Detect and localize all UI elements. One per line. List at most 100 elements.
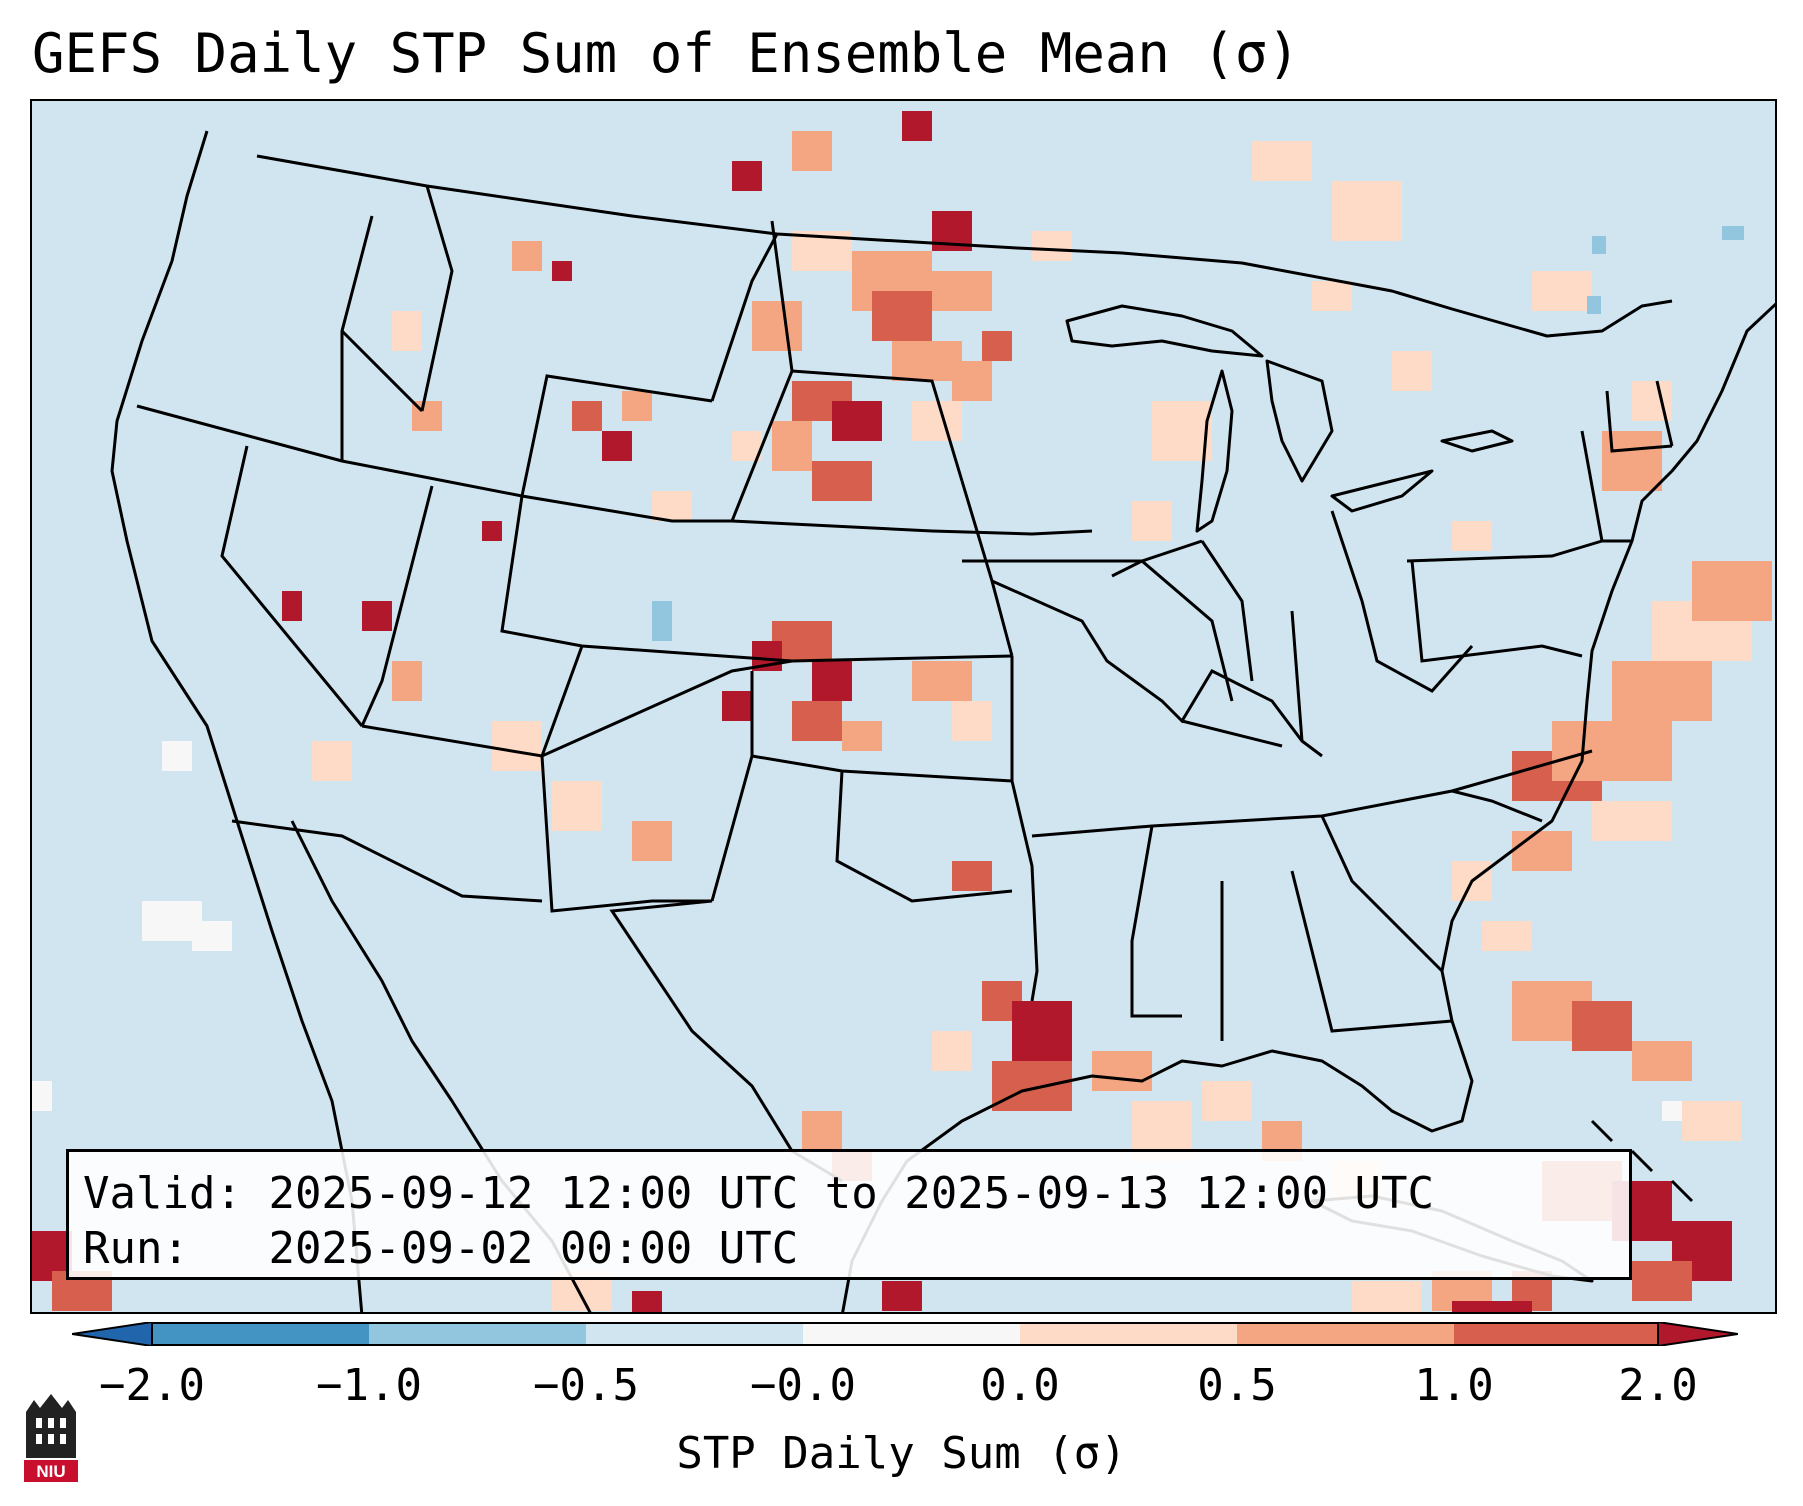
anomaly-cell bbox=[1572, 1001, 1632, 1051]
anomaly-cell bbox=[1012, 1001, 1072, 1061]
anomaly-cell bbox=[752, 301, 802, 351]
valid-value: 2025-09-12 12:00 UTC to 2025-09-13 12:00… bbox=[268, 1168, 1435, 1219]
colorbar-segment-5 bbox=[1020, 1323, 1237, 1345]
colorbar-segment-1 bbox=[152, 1323, 369, 1345]
anomaly-cell bbox=[1512, 831, 1572, 871]
anomaly-cell bbox=[892, 341, 962, 381]
anomaly-cell bbox=[912, 401, 962, 441]
anomaly-cell bbox=[282, 591, 302, 621]
anomaly-cell bbox=[832, 401, 882, 441]
canada-border bbox=[256, 154, 1673, 338]
anomaly-cell bbox=[952, 701, 992, 741]
anomaly-cell bbox=[512, 241, 542, 271]
anomaly-cell bbox=[392, 661, 422, 701]
anomaly-cell bbox=[652, 601, 672, 641]
lake-ontario bbox=[1440, 429, 1514, 453]
anomaly-cell bbox=[572, 401, 602, 431]
anomaly-cell bbox=[932, 1031, 972, 1071]
colorbar-segment-3 bbox=[586, 1323, 803, 1345]
colorbar-tick-label: −1.0 bbox=[316, 1360, 422, 1411]
anomaly-cell bbox=[872, 291, 932, 341]
anomaly-cell bbox=[1092, 1051, 1152, 1091]
anomaly-cell bbox=[1032, 231, 1072, 261]
lake-michigan bbox=[1195, 369, 1234, 533]
anomaly-cell bbox=[722, 691, 752, 721]
colorbar-segment-6 bbox=[1237, 1323, 1454, 1345]
anomaly-cell bbox=[842, 721, 882, 751]
anomaly-cell bbox=[792, 701, 842, 741]
anomaly-cell bbox=[632, 1291, 662, 1312]
logo-text: NIU bbox=[36, 1462, 65, 1481]
colorbar-tick-label: −0.5 bbox=[533, 1360, 639, 1411]
lake-superior bbox=[1065, 304, 1264, 358]
anomaly-cell bbox=[902, 111, 932, 141]
anomaly-cell bbox=[812, 661, 852, 701]
anomaly-cell bbox=[1592, 236, 1606, 254]
anomaly-cell bbox=[772, 421, 812, 471]
anomaly-cell bbox=[1452, 1301, 1532, 1312]
colorbar-segment-2 bbox=[369, 1323, 586, 1345]
anomaly-cell bbox=[882, 1281, 922, 1311]
anomaly-cell bbox=[932, 271, 992, 311]
colorbar-extend-high bbox=[1657, 1322, 1738, 1346]
colorbar bbox=[72, 1322, 1738, 1346]
anomaly-cell bbox=[1587, 296, 1601, 314]
colorbar-label: STP Daily Sum (σ) bbox=[676, 1428, 1127, 1479]
anomaly-cell bbox=[982, 331, 1012, 361]
anomaly-cell bbox=[632, 821, 672, 861]
state-borders bbox=[136, 185, 1674, 1183]
anomaly-cell bbox=[812, 461, 872, 501]
anomaly-cell bbox=[1332, 181, 1402, 241]
anomaly-cell bbox=[1252, 141, 1312, 181]
anomaly-cell bbox=[802, 1111, 842, 1151]
anomaly-cell bbox=[1152, 401, 1212, 461]
anomaly-cell bbox=[552, 781, 602, 831]
anomaly-cell bbox=[1312, 281, 1352, 311]
anomaly-cell bbox=[1632, 1261, 1692, 1301]
colorbar-tick-label: 2.0 bbox=[1618, 1360, 1698, 1411]
anomaly-cell bbox=[1202, 1081, 1252, 1121]
run-value: 2025-09-02 00:00 UTC bbox=[268, 1223, 799, 1274]
anomaly-cell bbox=[952, 861, 992, 891]
colorbar-tick-label: 0.0 bbox=[980, 1360, 1060, 1411]
anomaly-cell bbox=[602, 431, 632, 461]
colorbar-tick-label: −0.0 bbox=[750, 1360, 856, 1411]
anomaly-cell bbox=[1612, 661, 1712, 721]
stp-map bbox=[32, 111, 1775, 1312]
anomaly-cell bbox=[392, 311, 422, 351]
anomaly-cell bbox=[492, 721, 542, 771]
atlantic-coast bbox=[1440, 302, 1775, 972]
map-title: GEFS Daily STP Sum of Ensemble Mean (σ) bbox=[32, 22, 1300, 85]
anomaly-cell bbox=[1482, 921, 1532, 951]
anomaly-cell bbox=[952, 361, 992, 401]
colorbar-tick-label: −2.0 bbox=[99, 1360, 205, 1411]
anomaly-cell bbox=[652, 491, 692, 521]
anomaly-cell bbox=[552, 261, 572, 281]
anomaly-cell bbox=[1352, 1281, 1422, 1312]
anomaly-cell bbox=[312, 741, 352, 781]
anomaly-cell bbox=[1132, 501, 1172, 541]
run-label: Run: bbox=[83, 1223, 189, 1274]
anomaly-cell bbox=[912, 661, 972, 701]
anomaly-cell bbox=[32, 1081, 52, 1111]
pacific-coast bbox=[110, 130, 364, 1312]
anomaly-cell bbox=[1392, 351, 1432, 391]
anomaly-cell bbox=[1722, 226, 1744, 240]
anomaly-cell bbox=[1532, 271, 1592, 311]
colorbar-outline bbox=[151, 1322, 1659, 1346]
anomaly-cell bbox=[192, 921, 232, 951]
colorbar-segment-7 bbox=[1454, 1323, 1658, 1345]
colorbar-segment-4 bbox=[803, 1323, 1020, 1345]
colorbar-extend-low bbox=[72, 1322, 153, 1346]
anomaly-cell bbox=[482, 521, 502, 541]
lake-erie bbox=[1330, 469, 1434, 513]
anomaly-cell bbox=[1552, 721, 1672, 781]
anomaly-cell bbox=[1632, 1041, 1692, 1081]
valid-run-info: Valid: 2025-09-12 12:00 UTC to 2025-09-1… bbox=[66, 1149, 1632, 1280]
colorbar-tick-label: 0.5 bbox=[1197, 1360, 1277, 1411]
anomaly-cell bbox=[1592, 801, 1672, 841]
valid-label: Valid: bbox=[83, 1168, 242, 1219]
anomaly-cell bbox=[622, 391, 652, 421]
map-panel bbox=[30, 99, 1777, 1314]
anomaly-cell bbox=[992, 1061, 1072, 1111]
